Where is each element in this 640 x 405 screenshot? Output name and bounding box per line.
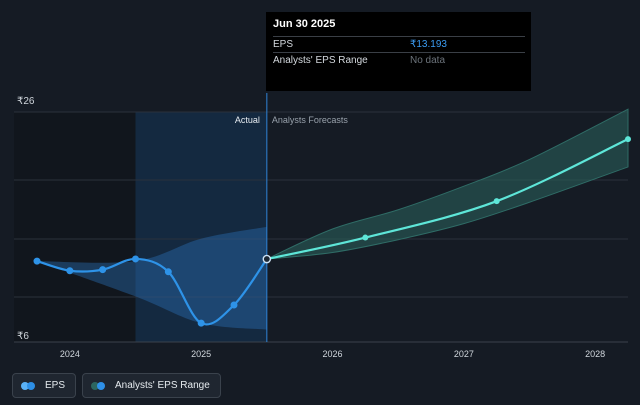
y-tick-label: ₹6 bbox=[17, 331, 29, 342]
y-tick-label: ₹26 bbox=[17, 96, 35, 107]
legend: EPS Analysts' EPS Range bbox=[12, 373, 221, 398]
tooltip: Jun 30 2025 EPS ₹13.193 Analysts' EPS Ra… bbox=[266, 12, 531, 91]
legend-label-eps-range: Analysts' EPS Range bbox=[115, 380, 210, 391]
eps-point bbox=[230, 301, 238, 309]
x-tick-label: 2025 bbox=[191, 349, 211, 359]
x-axis-labels: 2024 2025 2026 2027 2028 bbox=[60, 349, 605, 359]
eps-point bbox=[164, 268, 172, 276]
tooltip-eps-value: ₹13.193 bbox=[410, 39, 447, 50]
past-eps-range-band bbox=[37, 226, 267, 330]
tooltip-eps-label: EPS bbox=[273, 39, 294, 50]
eps-point bbox=[99, 266, 107, 274]
tooltip-range-value: No data bbox=[410, 55, 446, 66]
eps-point bbox=[66, 267, 74, 275]
forecast-point bbox=[493, 198, 500, 205]
x-tick-label: 2028 bbox=[585, 349, 605, 359]
data-points bbox=[33, 136, 631, 327]
eps-range-swatch-icon bbox=[91, 381, 109, 391]
tooltip-range-label: Analysts' EPS Range bbox=[273, 55, 368, 66]
tooltip-row-range: Analysts' EPS Range No data bbox=[273, 52, 525, 68]
eps-point bbox=[197, 319, 205, 327]
x-tick-label: 2027 bbox=[454, 349, 474, 359]
tooltip-row-eps: EPS ₹13.193 bbox=[273, 36, 525, 52]
legend-label-eps: EPS bbox=[45, 380, 66, 391]
forecast-point bbox=[362, 234, 369, 241]
x-tick-label: 2024 bbox=[60, 349, 80, 359]
eps-point bbox=[262, 254, 272, 264]
tooltip-date: Jun 30 2025 bbox=[273, 18, 336, 30]
legend-item-eps-range[interactable]: Analysts' EPS Range bbox=[82, 373, 221, 398]
forecast-eps-range-band bbox=[266, 108, 629, 260]
x-tick-label: 2026 bbox=[322, 349, 342, 359]
forecast-line bbox=[266, 138, 629, 261]
forecast-region-label: Analysts Forecasts bbox=[272, 115, 349, 125]
eps-swatch-icon bbox=[21, 381, 39, 391]
y-axis-labels: ₹26 ₹6 bbox=[17, 96, 35, 342]
eps-point bbox=[132, 255, 139, 263]
eps-point bbox=[33, 257, 41, 265]
actual-period-highlight bbox=[135, 112, 267, 342]
forecast-point bbox=[625, 136, 631, 143]
legend-item-eps[interactable]: EPS bbox=[12, 373, 77, 398]
actual-region-label: Actual bbox=[235, 115, 260, 125]
